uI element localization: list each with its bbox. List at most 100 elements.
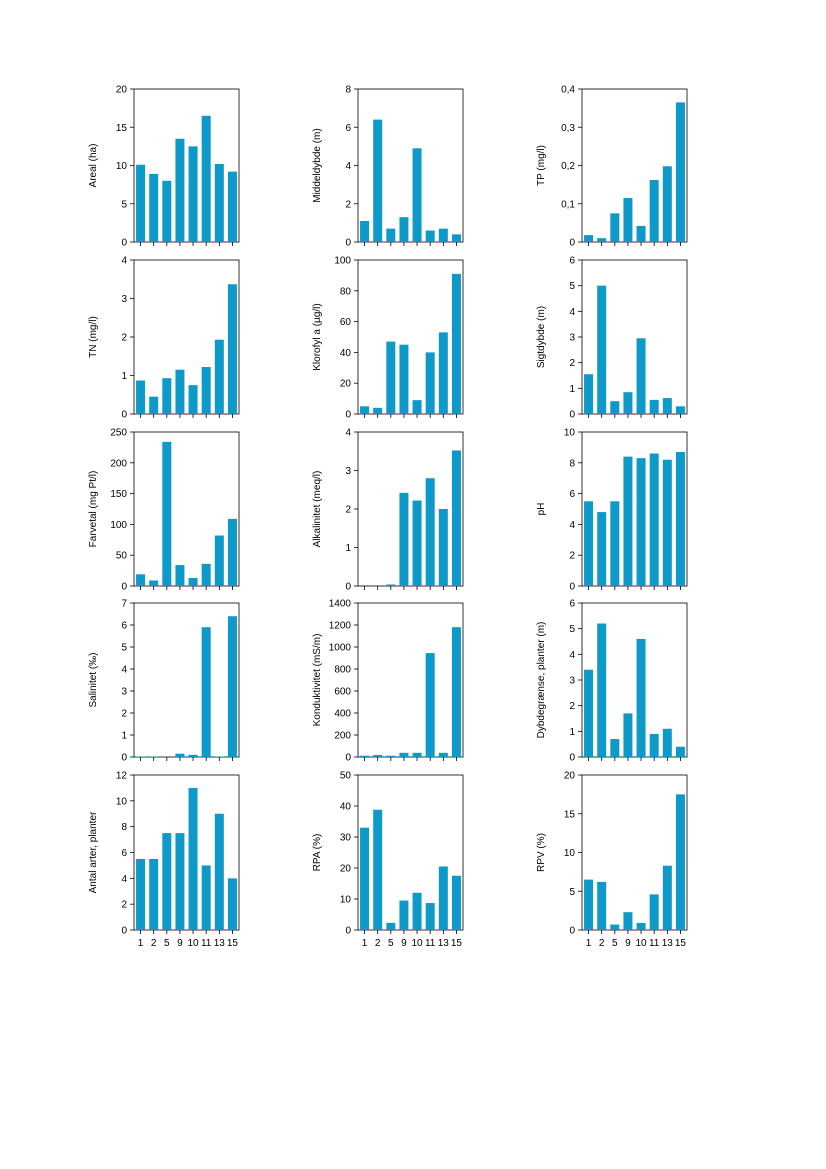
bar bbox=[201, 627, 211, 757]
y-tick-label: 0 bbox=[569, 410, 575, 421]
y-axis-label: Konduktivitet (mS/m) bbox=[312, 634, 323, 727]
bar bbox=[214, 163, 224, 242]
bar bbox=[162, 180, 172, 242]
y-tick-label: 1 bbox=[121, 731, 127, 742]
y-tick-label: 200 bbox=[334, 731, 351, 742]
x-tick-label: 5 bbox=[612, 938, 618, 949]
y-tick-label: 0 bbox=[121, 238, 127, 249]
chart-panel: 0 1 2 3 4 5 6 Dybdegrænse, planter (m) bbox=[536, 599, 688, 764]
bar bbox=[584, 235, 594, 242]
y-tick-label: 8 bbox=[345, 85, 351, 96]
y-tick-label: 2 bbox=[569, 358, 575, 369]
y-tick-label: 15 bbox=[564, 809, 576, 820]
y-tick-label: 20 bbox=[564, 771, 576, 782]
bar bbox=[425, 653, 435, 757]
y-axis-label: Middeldybde (m) bbox=[312, 128, 323, 202]
bar bbox=[425, 352, 435, 414]
bar bbox=[227, 518, 237, 586]
y-tick-label: 0 bbox=[345, 582, 351, 593]
y-axis-label: Dybdegrænse, planter (m) bbox=[536, 622, 547, 739]
y-tick-label: 2 bbox=[345, 199, 351, 210]
y-tick-label: 2 bbox=[121, 333, 127, 344]
bar bbox=[162, 441, 172, 586]
bar bbox=[636, 225, 646, 242]
x-tick-label: 5 bbox=[388, 938, 394, 949]
y-tick-label: 250 bbox=[110, 428, 127, 439]
bar bbox=[188, 754, 198, 757]
bar bbox=[597, 512, 607, 586]
y-tick-label: 4 bbox=[569, 307, 575, 318]
y-tick-label: 0 bbox=[121, 753, 127, 764]
y-tick-label: 6 bbox=[121, 848, 127, 859]
y-tick-label: 1 bbox=[569, 384, 575, 395]
bar bbox=[386, 755, 396, 757]
bar bbox=[610, 739, 620, 757]
y-tick-label: 400 bbox=[334, 709, 351, 720]
y-axis-label: Antal arter, planter bbox=[88, 811, 99, 893]
plot-frame bbox=[357, 602, 464, 758]
bar bbox=[412, 148, 422, 242]
bar bbox=[675, 406, 685, 414]
y-tick-label: 6 bbox=[569, 489, 575, 500]
bar bbox=[360, 827, 370, 930]
y-tick-label: 10 bbox=[340, 895, 352, 906]
bar bbox=[425, 478, 435, 586]
bar bbox=[399, 752, 409, 757]
bar bbox=[597, 238, 607, 242]
y-tick-label: 0 bbox=[345, 753, 351, 764]
x-tick-label: 9 bbox=[625, 938, 631, 949]
y-tick-label: 15 bbox=[116, 123, 128, 134]
bar bbox=[412, 752, 422, 757]
x-tick-label: 9 bbox=[177, 938, 183, 949]
bar bbox=[175, 565, 185, 586]
bar bbox=[451, 450, 461, 586]
bar bbox=[610, 501, 620, 586]
bar bbox=[373, 809, 383, 930]
y-tick-label: 0 bbox=[569, 582, 575, 593]
y-tick-label: 4 bbox=[345, 161, 351, 172]
bar bbox=[438, 752, 448, 757]
y-tick-label: 10 bbox=[116, 161, 128, 172]
x-tick-label: 10 bbox=[636, 938, 648, 949]
bar bbox=[636, 638, 646, 757]
bar bbox=[214, 535, 224, 586]
bar bbox=[610, 401, 620, 414]
y-tick-label: 5 bbox=[121, 643, 127, 654]
y-tick-label: 0 bbox=[569, 926, 575, 937]
bar bbox=[227, 878, 237, 930]
chart-panel: 0 2 4 6 8 Middeldybde (m) bbox=[312, 85, 464, 249]
plot-frame bbox=[133, 431, 240, 587]
y-axis-label: RPV (%) bbox=[536, 833, 547, 872]
bar bbox=[136, 164, 146, 242]
chart-panel: 0 2 4 6 8 10 pH bbox=[536, 428, 688, 593]
y-tick-label: 0,1 bbox=[561, 199, 575, 210]
y-tick-label: 3 bbox=[121, 687, 127, 698]
y-tick-label: 0 bbox=[345, 410, 351, 421]
y-axis-label: pH bbox=[536, 503, 547, 516]
bar bbox=[675, 102, 685, 242]
bar bbox=[188, 787, 198, 930]
chart-panel: 0 1 2 3 4 TN (mg/l) bbox=[88, 256, 240, 421]
bar bbox=[227, 616, 237, 757]
bar bbox=[662, 728, 672, 757]
bar bbox=[451, 875, 461, 930]
y-tick-label: 5 bbox=[121, 199, 127, 210]
y-tick-label: 1 bbox=[569, 727, 575, 738]
bar bbox=[649, 894, 659, 930]
bar bbox=[675, 794, 685, 930]
y-tick-label: 0 bbox=[569, 753, 575, 764]
x-tick-label: 10 bbox=[188, 938, 200, 949]
y-tick-label: 60 bbox=[340, 317, 352, 328]
bar bbox=[201, 563, 211, 586]
x-tick-label: 2 bbox=[599, 938, 605, 949]
bar bbox=[373, 407, 383, 414]
y-axis-label: Klorofyl a (µg/l) bbox=[312, 303, 323, 370]
y-tick-label: 8 bbox=[569, 458, 575, 469]
y-tick-label: 20 bbox=[116, 85, 128, 96]
y-tick-label: 3 bbox=[121, 294, 127, 305]
bar bbox=[451, 627, 461, 757]
bar bbox=[201, 865, 211, 930]
bar bbox=[623, 713, 633, 757]
